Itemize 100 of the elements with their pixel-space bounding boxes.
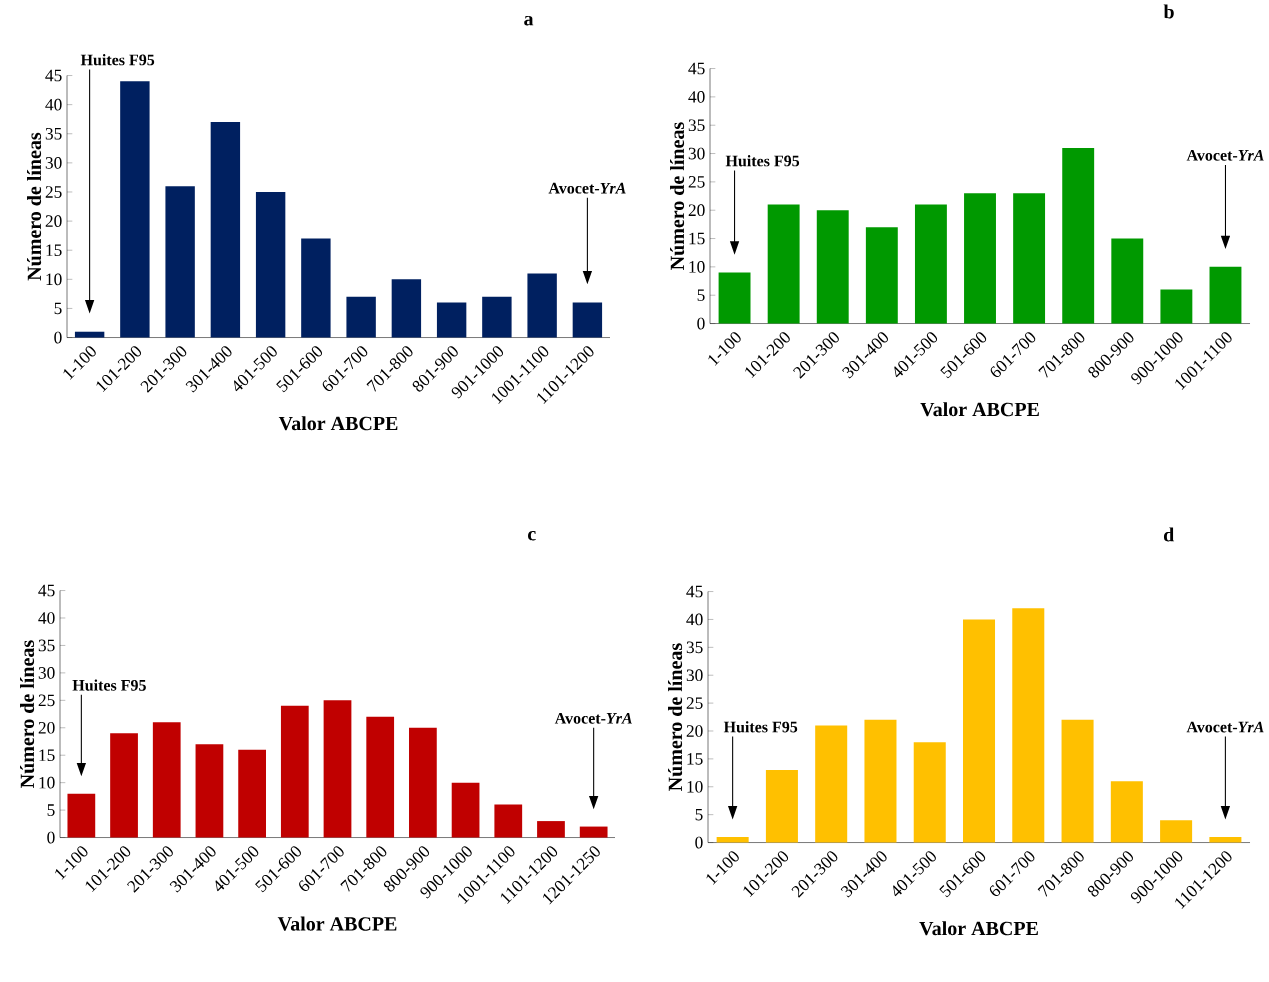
y-tick-label: 10: [689, 261, 705, 273]
bar: [110, 733, 138, 838]
y-tick-label: 30: [686, 669, 703, 682]
y-tick-label: 30: [38, 667, 55, 679]
bar: [1111, 238, 1144, 324]
bar: [914, 204, 947, 324]
bar: [716, 837, 749, 843]
bar: [816, 210, 849, 324]
bar: [391, 279, 422, 338]
bar: [718, 272, 751, 324]
bar: [527, 273, 557, 338]
y-tick-label: 40: [45, 99, 62, 111]
annotation: Huites F95: [72, 679, 146, 691]
y-tick-label: 15: [39, 749, 55, 762]
bar: [1012, 608, 1045, 843]
chart-title: b: [1163, 4, 1174, 19]
chart-title: a: [524, 16, 534, 26]
y-tick-label: 45: [688, 62, 705, 75]
bar: [482, 297, 512, 338]
x-axis-title: Valor ABCPE: [278, 416, 398, 431]
y-tick-label: 25: [686, 697, 703, 710]
y-tick-label: 0: [695, 836, 703, 849]
annotation: Avocet-YrA: [554, 713, 632, 724]
y-axis-title: Número de líneas: [20, 640, 35, 789]
bar: [451, 782, 480, 838]
y-tick-label: 25: [38, 694, 55, 707]
bar: [537, 821, 565, 838]
bar: [152, 722, 181, 838]
y-tick-label: 10: [39, 777, 55, 789]
bar: [765, 770, 798, 843]
x-axis-title: Valor ABCPE: [277, 916, 397, 931]
bar: [1110, 781, 1143, 843]
bar: [366, 717, 395, 838]
y-tick-label: 20: [45, 215, 62, 228]
bar: [323, 700, 352, 838]
x-axis-title: Valor ABCPE: [919, 921, 1038, 936]
y-tick-label: 15: [689, 232, 705, 245]
y-axis-title: Número de líneas: [668, 643, 683, 792]
bar: [74, 331, 105, 338]
annotation: Huites F95: [725, 155, 800, 167]
y-tick-label: 20: [688, 204, 705, 217]
bar: [238, 749, 266, 838]
bar: [767, 204, 800, 324]
y-tick-label: 5: [54, 302, 62, 315]
bar: [963, 619, 996, 843]
bar: [815, 725, 848, 843]
y-tick-label: 45: [45, 69, 62, 82]
bar: [1013, 193, 1046, 324]
y-tick-label: 35: [688, 119, 705, 132]
y-tick-label: 20: [686, 725, 703, 738]
bar: [1062, 148, 1095, 324]
chart-title: d: [1163, 527, 1175, 542]
y-tick-label: 10: [687, 781, 703, 793]
bar: [165, 186, 195, 338]
bar: [67, 793, 96, 838]
bar: [1209, 267, 1242, 324]
y-tick-label: 45: [686, 585, 703, 598]
bar: [195, 744, 224, 838]
y-tick-label: 25: [688, 176, 705, 188]
y-tick-label: 10: [46, 273, 62, 286]
y-tick-label: 45: [38, 584, 55, 597]
bar: [1209, 837, 1242, 843]
y-tick-label: 25: [45, 186, 62, 199]
y-tick-label: 0: [47, 831, 55, 844]
chart-title: c: [528, 531, 536, 541]
bar: [409, 727, 437, 838]
bar: [255, 192, 286, 338]
y-tick-label: 40: [686, 613, 703, 626]
bar: [1160, 289, 1193, 324]
y-tick-label: 0: [54, 331, 62, 344]
y-tick-label: 15: [687, 753, 703, 765]
y-tick-label: 5: [697, 289, 705, 302]
y-tick-label: 35: [45, 128, 62, 140]
y-tick-label: 0: [697, 317, 705, 330]
annotation: Huites F95: [723, 721, 798, 733]
bar: [280, 706, 309, 838]
annotation: Avocet-YrA: [1186, 150, 1264, 161]
bar: [572, 302, 603, 338]
y-axis-title: Número de líneas: [27, 133, 42, 281]
bar: [964, 193, 996, 324]
y-tick-label: 30: [45, 157, 62, 169]
y-tick-label: 5: [695, 809, 703, 821]
bar: [579, 826, 608, 838]
bar: [864, 720, 897, 843]
bar: [301, 238, 331, 338]
x-axis-title: Valor ABCPE: [920, 402, 1039, 417]
annotation: Avocet-YrA: [548, 183, 626, 194]
bar: [436, 302, 467, 338]
y-tick-label: 40: [38, 612, 55, 625]
bar: [494, 804, 523, 838]
bar: [1061, 720, 1094, 843]
bar: [346, 297, 376, 338]
bar: [120, 81, 150, 338]
y-tick-label: 20: [38, 722, 55, 734]
bar: [913, 742, 946, 843]
y-tick-label: 30: [688, 147, 705, 160]
bar: [1160, 820, 1193, 843]
text: Huites F95: [80, 54, 155, 66]
y-tick-label: 15: [46, 244, 62, 257]
bar: [210, 122, 241, 338]
